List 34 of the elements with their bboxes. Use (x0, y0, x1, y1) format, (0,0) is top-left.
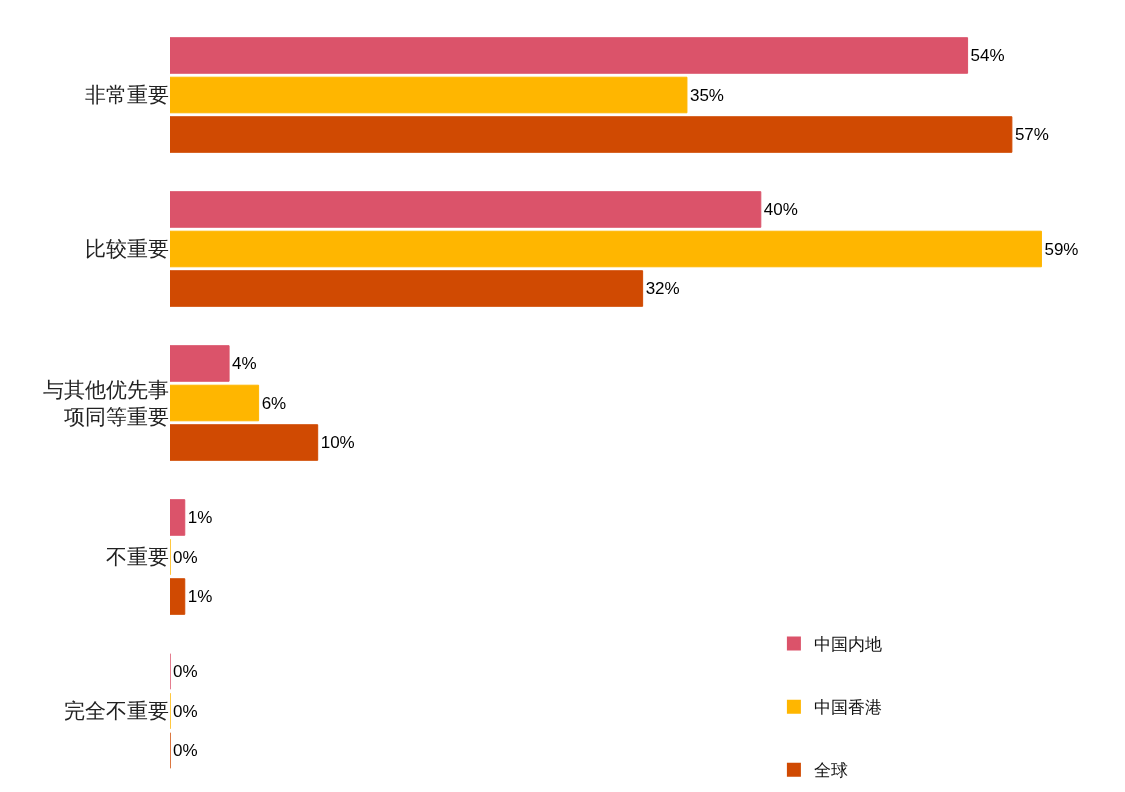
data-label: 57% (1014, 125, 1049, 145)
bar (170, 499, 186, 536)
bar (170, 270, 644, 307)
data-label: 0% (173, 547, 198, 567)
data-label: 10% (320, 433, 355, 453)
bar (170, 76, 688, 114)
y-tick-label: 比较重要 (85, 237, 169, 261)
data-label: 40% (763, 199, 798, 219)
data-label: 1% (187, 507, 213, 527)
data-label: 0% (173, 701, 198, 721)
legend-label: 全球 (813, 761, 848, 781)
bar (170, 230, 1042, 268)
data-label: 59% (1044, 239, 1079, 259)
data-label: 32% (645, 279, 680, 299)
legend-label: 中国香港 (813, 698, 882, 718)
data-label: 4% (232, 353, 257, 373)
y-tick-label: 完全不重要 (64, 699, 169, 723)
data-label: 6% (261, 393, 287, 413)
y-tick-label: 不重要 (106, 545, 169, 569)
bar (170, 116, 1013, 153)
data-label: 54% (970, 45, 1005, 65)
bar (170, 424, 319, 461)
legend-label: 中国内地 (813, 635, 882, 655)
y-tick-label: 与其他优先事项同等重要 (43, 377, 169, 428)
bar (170, 578, 186, 615)
bar (170, 37, 969, 74)
data-label: 0% (173, 741, 198, 761)
y-tick-label: 非常重要 (85, 83, 169, 107)
data-label: 1% (187, 587, 213, 607)
data-label: 0% (173, 661, 198, 681)
bar (170, 384, 260, 422)
data-label: 35% (689, 85, 724, 105)
bar (170, 345, 230, 382)
bar (170, 191, 762, 228)
